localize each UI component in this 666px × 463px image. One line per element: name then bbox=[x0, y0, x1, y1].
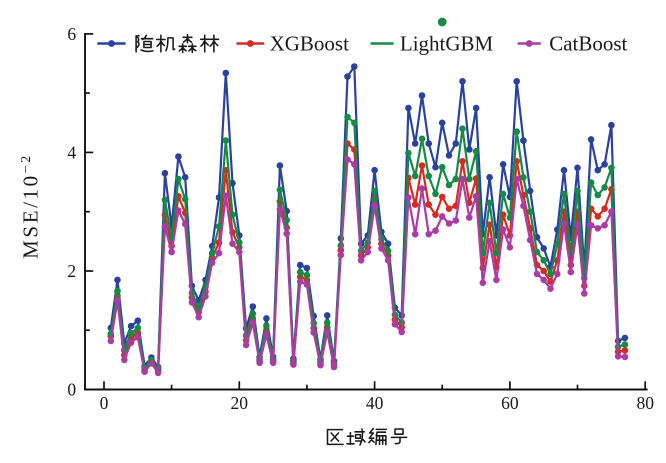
svg-text:6: 6 bbox=[67, 24, 76, 44]
svg-text:20: 20 bbox=[231, 393, 249, 413]
svg-text:XGBoost: XGBoost bbox=[270, 32, 350, 56]
svg-text:LightGBM: LightGBM bbox=[400, 32, 494, 56]
svg-text:4: 4 bbox=[67, 142, 76, 162]
svg-text:0: 0 bbox=[100, 393, 109, 413]
svg-text:60: 60 bbox=[501, 393, 519, 413]
svg-text:80: 80 bbox=[636, 393, 654, 413]
svg-text:0: 0 bbox=[67, 380, 76, 400]
svg-text:40: 40 bbox=[366, 393, 384, 413]
svg-text:2: 2 bbox=[67, 261, 76, 281]
svg-text:CatBoost: CatBoost bbox=[549, 32, 627, 56]
